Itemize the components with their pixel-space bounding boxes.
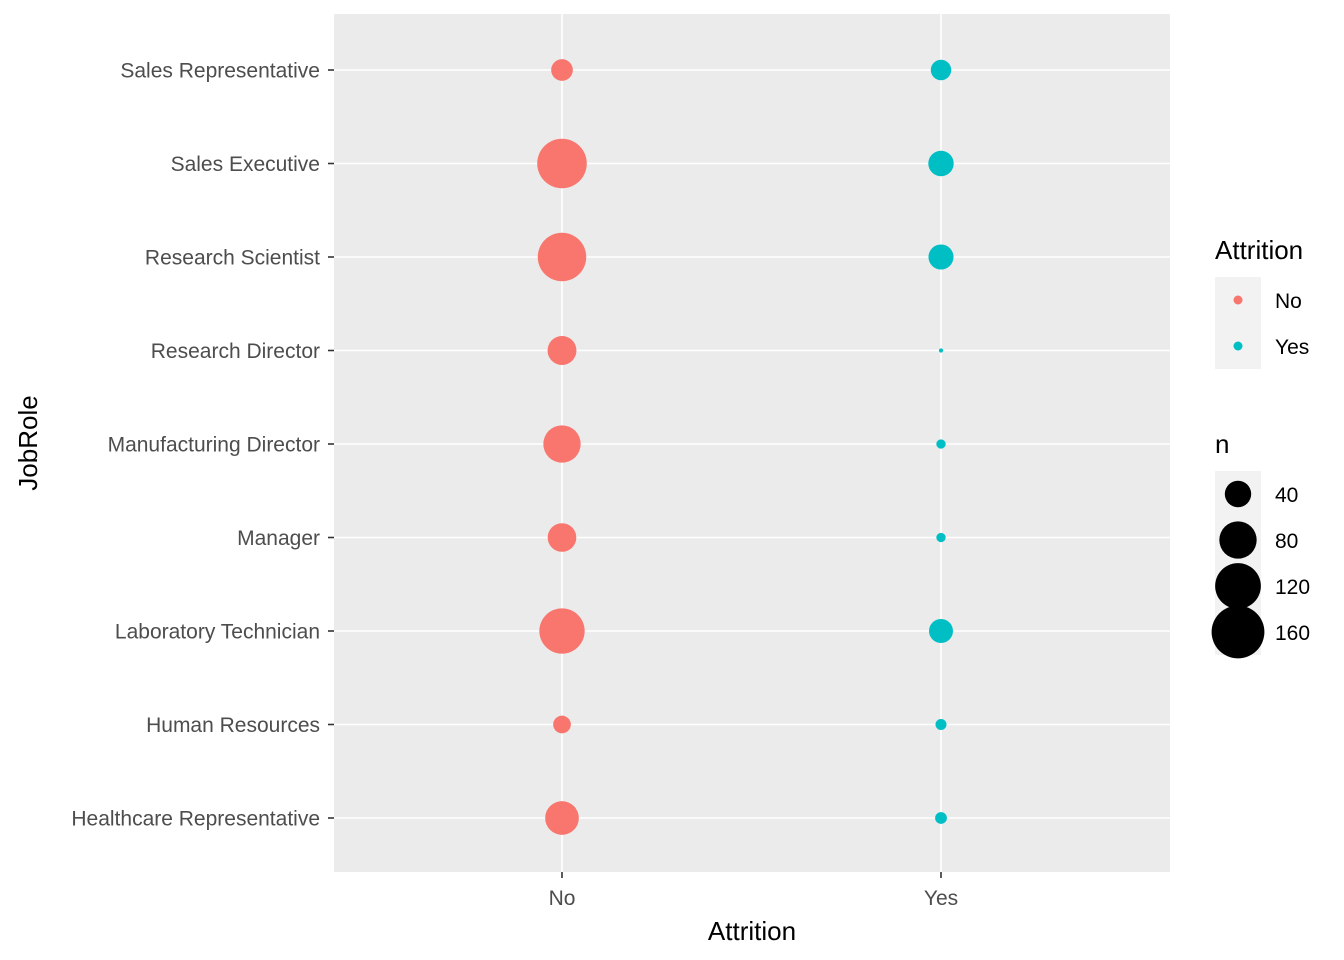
data-point-no bbox=[539, 608, 585, 654]
legend-attrition: Attrition No Yes bbox=[1215, 235, 1309, 369]
y-tick-label: Manager bbox=[237, 527, 320, 550]
x-tick-label: Yes bbox=[924, 887, 958, 910]
y-tick-label: Manufacturing Director bbox=[108, 434, 320, 457]
data-point-yes bbox=[929, 619, 953, 643]
data-points bbox=[537, 59, 954, 835]
x-axis-title: Attrition bbox=[708, 916, 796, 946]
legend-size-key bbox=[1211, 605, 1265, 659]
data-point-no bbox=[553, 715, 571, 734]
legend-size-label: 40 bbox=[1275, 484, 1298, 507]
y-tick-label: Research Scientist bbox=[145, 247, 320, 270]
data-point-no bbox=[547, 523, 577, 552]
data-point-no bbox=[551, 59, 573, 81]
data-point-yes bbox=[928, 244, 954, 270]
legend-label-no: No bbox=[1275, 290, 1302, 313]
x-tick-label: No bbox=[549, 887, 576, 910]
y-tick-label: Sales Representative bbox=[120, 60, 320, 83]
plot-panel bbox=[334, 14, 1170, 872]
y-tick-label: Human Resources bbox=[146, 714, 320, 737]
data-point-yes bbox=[936, 439, 946, 449]
data-point-no bbox=[547, 336, 577, 365]
y-axis-title: JobRole bbox=[13, 395, 43, 490]
data-point-yes bbox=[936, 532, 946, 543]
x-axis: No Yes bbox=[549, 872, 958, 910]
y-tick-label: Laboratory Technician bbox=[115, 621, 320, 644]
y-tick-label: Healthcare Representative bbox=[71, 808, 320, 831]
legend-size-key bbox=[1224, 480, 1252, 508]
data-point-no bbox=[543, 425, 581, 463]
data-point-yes bbox=[935, 812, 947, 824]
data-point-yes bbox=[930, 59, 952, 81]
data-point-yes bbox=[938, 348, 944, 353]
y-axis: Healthcare Representative Human Resources… bbox=[71, 60, 334, 831]
y-tick-label: Research Director bbox=[151, 340, 320, 363]
legend-attrition-title: Attrition bbox=[1215, 235, 1303, 265]
legend-key-yes bbox=[1233, 341, 1243, 351]
legend-size-key bbox=[1215, 563, 1261, 609]
legend-key-no bbox=[1233, 295, 1243, 305]
data-point-no bbox=[537, 232, 587, 282]
data-point-yes bbox=[935, 718, 947, 731]
data-point-no bbox=[537, 138, 587, 189]
legend-size-label: 80 bbox=[1275, 530, 1298, 553]
legend-n-title: n bbox=[1215, 429, 1229, 459]
legend-attrition-keys bbox=[1215, 277, 1261, 369]
data-point-no bbox=[545, 801, 579, 835]
y-tick-label: Sales Executive bbox=[171, 153, 320, 176]
legend-label-yes: Yes bbox=[1275, 336, 1309, 359]
data-point-yes bbox=[928, 150, 954, 177]
legend-n: n 40 80 120 160 bbox=[1211, 429, 1310, 659]
legend-size-key bbox=[1219, 521, 1257, 559]
legend-size-label: 120 bbox=[1275, 576, 1310, 599]
legend-size-label: 160 bbox=[1275, 622, 1310, 645]
